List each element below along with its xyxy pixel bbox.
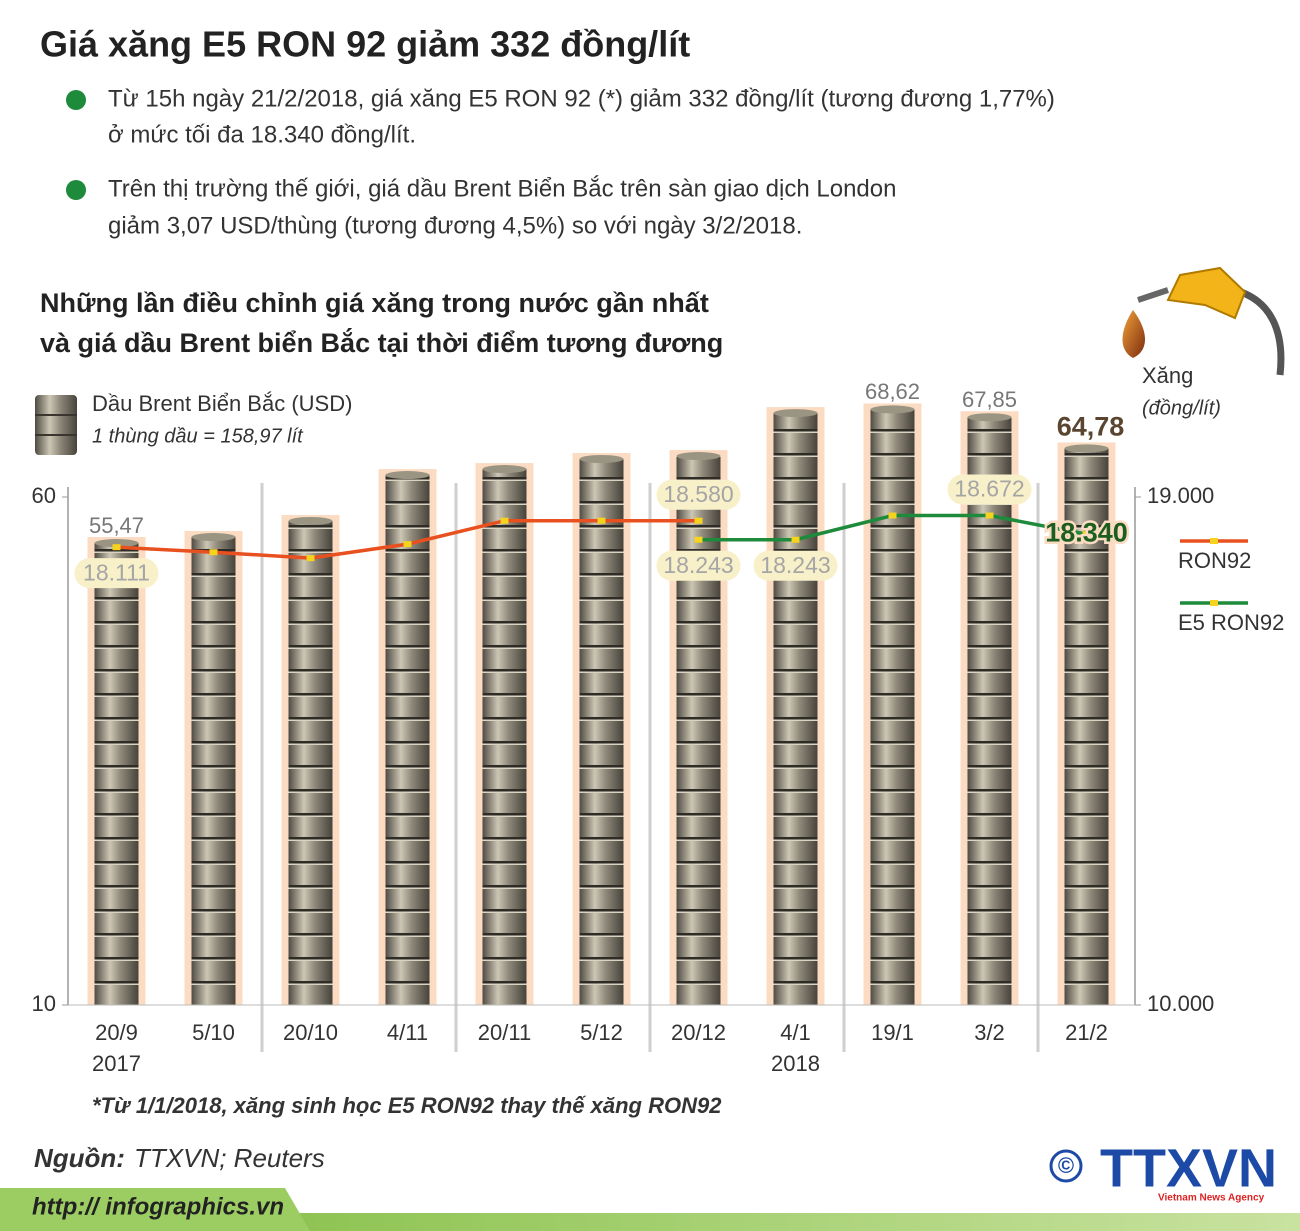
x-tick-label: 20/9 (95, 1020, 138, 1045)
x-tick-label: 5/10 (192, 1020, 235, 1045)
point (209, 549, 218, 556)
point-value-label: 18.243 (760, 552, 830, 578)
x-tick-label: 21/2 (1065, 1020, 1108, 1045)
point (985, 512, 994, 519)
url: http:// infographics.vn (32, 1193, 284, 1220)
point (306, 555, 315, 562)
source: TTXVN; Reuters (134, 1143, 325, 1173)
pump-icon (1122, 266, 1285, 376)
bar-cap (94, 539, 139, 548)
x-tick-label: 5/12 (580, 1020, 623, 1045)
plot: 55,47 68,62 67,85 64,78 10 60 10.000 19.000 20/9… (32, 379, 1285, 1076)
label-box (947, 474, 1032, 505)
legend-label: Dầu Brent Biển Bắc (USD) (92, 391, 352, 416)
bar (579, 459, 624, 1005)
bar-cap (676, 452, 721, 461)
point (888, 512, 897, 519)
bar (94, 543, 139, 1005)
x-tick-label: 19/1 (871, 1020, 914, 1045)
bullet-dot (66, 90, 86, 110)
bar-cap (967, 413, 1012, 422)
point (500, 517, 509, 524)
point (694, 536, 703, 543)
logo: TTXVN (1100, 1138, 1277, 1198)
bar-cap (385, 471, 430, 480)
y2-axis-title: (đồng/lít) (1142, 397, 1221, 419)
y2-axis-title: Xăng (1142, 363, 1193, 388)
x-tick-label: 3/2 (974, 1020, 1005, 1045)
bar-value-label: 67,85 (962, 387, 1017, 412)
bar-value-label: 68,62 (865, 379, 920, 404)
bullet-text: Từ 15h ngày 21/2/2018, giá xăng E5 RON 9… (108, 85, 1055, 112)
bullet-dot (66, 180, 86, 200)
bar (676, 456, 721, 1006)
bar (482, 469, 527, 1005)
legend-barrel-icon (35, 395, 77, 455)
bar-cap (870, 405, 915, 414)
point-value-label: 18.243 (663, 552, 733, 578)
bar-cap (1064, 444, 1109, 453)
legend-label: E5 RON92 (1178, 610, 1284, 635)
bullet-text: giảm 3,07 USD/thùng (tương đương 4,5%) s… (108, 212, 802, 239)
bar (1064, 448, 1109, 1006)
bar-cap (579, 455, 624, 464)
point (403, 541, 412, 548)
bar (191, 537, 236, 1005)
bullet-text: ở mức tối đa 18.340 đồng/lít. (108, 121, 416, 148)
point (597, 517, 606, 524)
y2-tick-label: 19.000 (1147, 483, 1214, 508)
bar-cap (482, 465, 527, 474)
bar-cap (288, 516, 333, 525)
x-year-label: 2018 (771, 1051, 820, 1076)
point (694, 517, 703, 524)
y2-tick-label: 10.000 (1147, 991, 1214, 1016)
footer-tab (0, 1188, 310, 1231)
bar (870, 409, 915, 1006)
bar (773, 413, 818, 1006)
legend-note: 1 thùng dầu = 158,97 lít (92, 425, 304, 447)
bar-value-label: 55,47 (89, 513, 144, 538)
chart-title: và giá dầu Brent biển Bắc tại thời điểm … (40, 327, 723, 358)
footnote: *Từ 1/1/2018, xăng sinh học E5 RON92 tha… (92, 1093, 722, 1118)
logo-sub: Vietnam News Agency (1158, 1193, 1265, 1204)
legend-dot (1210, 538, 1218, 544)
bar (288, 520, 333, 1005)
x-year-label: 2017 (92, 1051, 141, 1076)
x-tick-label: 4/11 (387, 1020, 428, 1045)
footer-band (0, 1213, 1300, 1231)
x-tick-label: 20/12 (671, 1020, 726, 1045)
bar (967, 417, 1012, 1005)
source-label: Nguồn: (34, 1143, 125, 1173)
bar-value-label: 64,78 (1057, 412, 1125, 442)
label-box (656, 479, 741, 510)
copyright-circle (1049, 1149, 1083, 1183)
point (1082, 531, 1091, 538)
chart-title: Những lần điều chỉnh giá xăng trong nước… (40, 288, 709, 318)
title: Giá xăng E5 RON 92 giảm 332 đồng/lít (40, 24, 690, 65)
legend-label: RON92 (1178, 548, 1251, 573)
bullet-text: Trên thị trường thế giới, giá dầu Brent … (108, 175, 896, 202)
point-value-label: 18.340 (1045, 517, 1128, 547)
bar (385, 475, 430, 1005)
bar-cap (773, 409, 818, 418)
label-box (753, 550, 838, 581)
label-box (656, 550, 741, 581)
y-tick-label: 10 (32, 991, 56, 1016)
x-tick-label: 20/10 (283, 1020, 338, 1045)
bar-cap (191, 533, 236, 542)
point (791, 536, 800, 543)
y-tick-label: 60 (32, 483, 56, 508)
legend-dot (1210, 600, 1218, 606)
point-value-label: 18.672 (954, 476, 1024, 502)
point (112, 544, 121, 551)
label-box (74, 558, 159, 589)
copyright: © (1058, 1153, 1074, 1178)
point-value-label: 18.580 (663, 481, 733, 507)
point-value-label: 18.111 (83, 559, 150, 585)
x-tick-label: 4/1 (780, 1020, 811, 1045)
x-tick-label: 20/11 (478, 1020, 531, 1045)
